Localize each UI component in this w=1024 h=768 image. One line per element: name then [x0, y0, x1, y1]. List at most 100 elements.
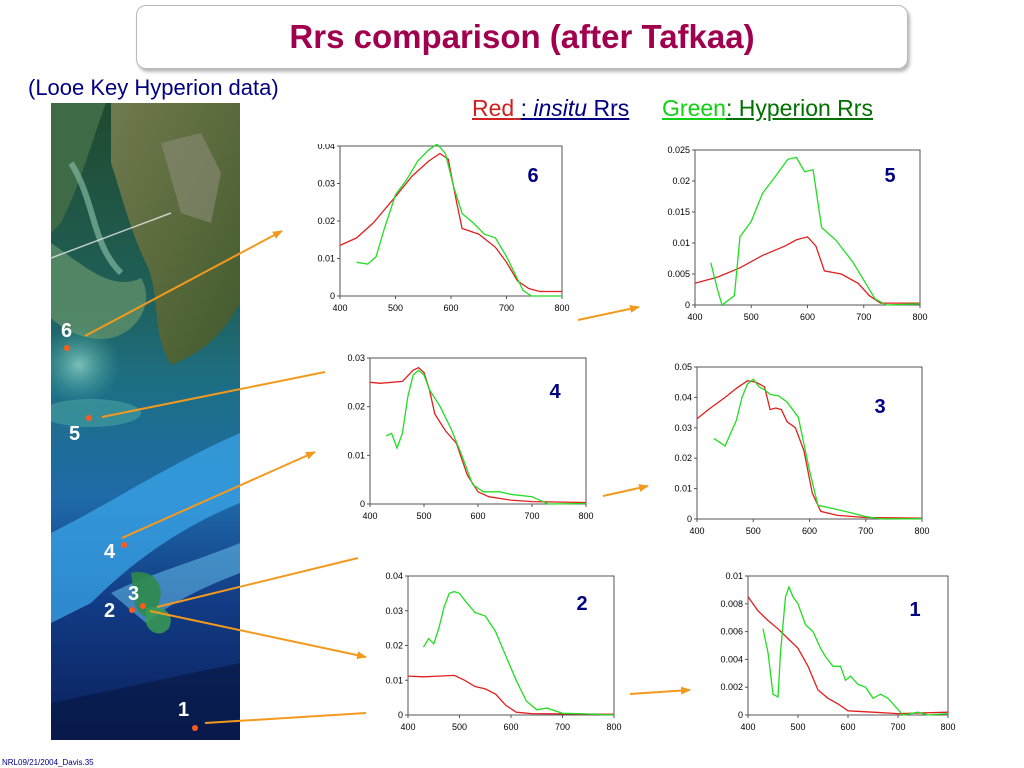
site-label-3: 3 [128, 583, 139, 605]
color-legend: Red : insitu Rrs Green: Hyperion Rrs [472, 95, 873, 122]
satellite-image [51, 103, 240, 740]
y-tick-label: 0 [687, 514, 692, 524]
y-tick-label: 0.004 [720, 654, 743, 664]
y-tick-label: 0.03 [674, 423, 692, 433]
y-tick-label: 0.01 [674, 484, 692, 494]
x-tick-label: 600 [470, 511, 485, 521]
arrow-2 [149, 610, 367, 660]
rrs-chart-1: 0 0.002 0.004 0.006 0.008 0.01 400 500 600 700 800… [720, 571, 955, 732]
y-tick-label: 0.002 [720, 682, 743, 692]
y-tick-label: 0.006 [720, 627, 743, 637]
arrow-3 [156, 557, 359, 608]
y-tick-label: 0.01 [317, 254, 335, 264]
rrs-chart-6: 0 0.01 0.02 0.03 0.04 400 500 600 700 800 6 [317, 144, 570, 313]
arrow-5b [577, 304, 640, 321]
y-tick-label: 0.02 [317, 216, 335, 226]
site-label-2: 2 [104, 600, 115, 622]
chart-site-label: 5 [884, 165, 895, 187]
insitu-line [407, 674, 615, 715]
chart-site-label: 6 [527, 165, 538, 187]
y-tick-label: 0.01 [347, 450, 365, 460]
y-tick-label: 0.01 [725, 571, 743, 581]
slide-title: Rrs comparison (after Tafkaa) [289, 18, 755, 55]
x-tick-label: 800 [554, 303, 569, 313]
subtitle: (Looe Key Hyperion data) [28, 75, 279, 100]
x-tick-label: 700 [524, 511, 539, 521]
arrow-4 [121, 451, 316, 539]
y-tick-label: 0.03 [347, 353, 365, 363]
x-tick-label: 600 [840, 722, 855, 732]
x-tick-label: 800 [912, 312, 927, 322]
hyperion-line [385, 369, 587, 505]
x-tick-label: 500 [416, 511, 431, 521]
x-tick-label: 400 [740, 722, 755, 732]
y-tick-label: 0.005 [667, 269, 690, 279]
plot-area [694, 149, 921, 306]
y-tick-label: 0.04 [317, 144, 335, 151]
y-tick-label: 0.025 [667, 145, 690, 155]
hyperion-line [713, 378, 923, 520]
arrow-1b [629, 686, 691, 695]
site-point-6 [64, 345, 70, 351]
legend-green-word: Green [662, 95, 726, 121]
chart-site-label: 4 [549, 381, 561, 403]
chart-site-label: 3 [874, 396, 885, 418]
rrs-chart-4: 0 0.01 0.02 0.03 400 500 600 700 800 4 [347, 353, 593, 521]
legend-red-rest: Rrs [587, 95, 630, 121]
y-tick-label: 0 [360, 499, 365, 509]
site-label-4: 4 [104, 541, 116, 563]
site-point-1 [192, 725, 198, 731]
x-tick-label: 600 [800, 312, 815, 322]
y-tick-label: 0 [330, 291, 335, 301]
insitu-line [339, 152, 562, 293]
site-point-3 [140, 603, 146, 609]
y-tick-label: 0.04 [674, 392, 692, 402]
x-tick-label: 600 [503, 722, 518, 732]
y-tick-label: 0.02 [347, 402, 365, 412]
insitu-line [369, 366, 587, 504]
x-tick-label: 400 [687, 312, 702, 322]
legend-red-word: Red [472, 95, 515, 121]
rrs-chart-2: 0 0.01 0.02 0.03 0.04 400 500 600 700 800 2 [385, 571, 621, 732]
legend-green-rest: Hyperion Rrs [732, 95, 873, 121]
hyperion-line [710, 156, 921, 307]
site-label-5: 5 [69, 423, 80, 445]
x-tick-label: 600 [443, 303, 458, 313]
legend-green-colon: : [725, 95, 733, 121]
arrow-1 [204, 712, 367, 724]
x-tick-label: 600 [802, 526, 817, 536]
y-tick-label: 0.02 [672, 176, 690, 186]
x-tick-label: 500 [790, 722, 805, 732]
x-tick-label: 700 [856, 312, 871, 322]
y-tick-label: 0.01 [672, 238, 690, 248]
y-tick-label: 0.04 [385, 571, 403, 581]
y-tick-label: 0.01 [385, 675, 403, 685]
y-tick-label: 0.05 [674, 362, 692, 372]
plot-area [696, 366, 923, 520]
y-tick-label: 0.015 [667, 207, 690, 217]
insitu-line [747, 596, 949, 715]
x-tick-label: 500 [746, 526, 761, 536]
x-tick-label: 700 [858, 526, 873, 536]
legend-red-colon: : [520, 95, 527, 121]
y-tick-label: 0.02 [385, 641, 403, 651]
rrs-chart-5: 0 0.005 0.01 0.015 0.02 0.025 400 500 600 700 800 5 [667, 145, 927, 322]
site-label-1: 1 [178, 699, 189, 721]
hyperion-line [356, 144, 562, 297]
x-tick-label: 400 [332, 303, 347, 313]
x-tick-label: 800 [914, 526, 929, 536]
x-tick-label: 500 [452, 722, 467, 732]
x-tick-label: 400 [400, 722, 415, 732]
chart-site-label: 2 [576, 593, 587, 615]
arrow-3b [602, 484, 649, 497]
hyperion-line [422, 590, 615, 716]
insitu-line [696, 380, 923, 519]
y-tick-label: 0.02 [674, 453, 692, 463]
x-tick-label: 700 [555, 722, 570, 732]
arrow-6 [84, 230, 283, 337]
y-tick-label: 0.03 [317, 179, 335, 189]
hyperion-line [762, 585, 949, 716]
x-tick-label: 800 [940, 722, 955, 732]
x-tick-label: 500 [388, 303, 403, 313]
y-tick-label: 0 [398, 710, 403, 720]
